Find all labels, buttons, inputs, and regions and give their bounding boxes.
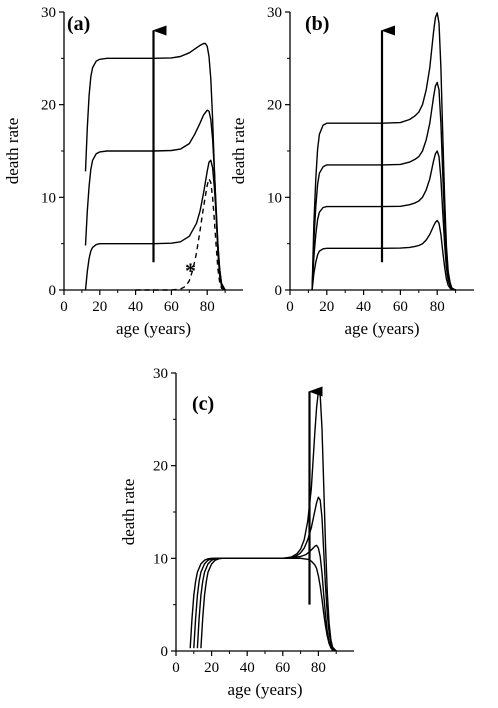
series-line <box>311 150 456 291</box>
x-tick-label: 20 <box>319 299 334 315</box>
chart-panel-a: 0 20 40 60 80 0 10 20 30 (a) age (years) death rate <box>3 5 243 338</box>
series-line-dashed <box>135 178 226 291</box>
y-tick-label: 0 <box>161 644 169 660</box>
y-axis-label: death rate <box>229 118 248 185</box>
y-tick-label: 10 <box>267 190 282 206</box>
y-tick-label: 10 <box>153 551 168 567</box>
y-tick-label: 0 <box>49 283 57 299</box>
y-axis-label: death rate <box>3 118 22 185</box>
y-axis-label: death rate <box>119 479 138 546</box>
series-line <box>311 12 456 291</box>
panel-label: (c) <box>192 393 214 415</box>
x-tick-label: 0 <box>172 660 180 676</box>
x-tick-label: 20 <box>92 299 107 315</box>
chart-panel-c: 0 20 40 60 80 0 10 20 30 (c) age (years) death rate <box>119 366 354 699</box>
x-tick-label: 80 <box>200 299 215 315</box>
y-tick-label: 20 <box>41 98 56 114</box>
y-tick-label: 30 <box>153 366 168 382</box>
series-line <box>84 42 226 291</box>
x-tick-label: 40 <box>356 299 371 315</box>
x-tick-label: 60 <box>275 660 290 676</box>
series-line <box>311 81 456 291</box>
y-tick-label: 0 <box>275 283 283 299</box>
series-line <box>189 557 337 652</box>
x-tick-label: 40 <box>240 660 255 676</box>
series-line <box>200 390 337 652</box>
y-tick-label: 30 <box>41 5 56 21</box>
x-tick-label: 80 <box>311 660 326 676</box>
x-tick-label: 20 <box>204 660 219 676</box>
x-axis-label: age (years) <box>344 319 419 338</box>
series-line <box>193 544 337 652</box>
series-line <box>311 219 456 291</box>
x-axis-label: age (years) <box>116 319 191 338</box>
x-tick-label: 40 <box>128 299 143 315</box>
panel-label: (a) <box>67 13 90 35</box>
y-tick-label: 30 <box>267 5 282 21</box>
x-tick-label: 0 <box>286 299 294 315</box>
x-tick-label: 80 <box>430 299 445 315</box>
x-axis-label: age (years) <box>227 680 302 699</box>
annotation-asterisk: * <box>185 258 196 283</box>
series-line <box>196 496 337 652</box>
x-tick-label: 60 <box>164 299 179 315</box>
panel-label: (b) <box>305 13 329 35</box>
chart-panel-b: 0 20 40 60 80 0 10 20 30 (b) age (years) death rate <box>229 5 474 338</box>
y-tick-label: 20 <box>267 98 282 114</box>
series-line <box>84 159 226 291</box>
x-tick-label: 0 <box>60 299 68 315</box>
y-tick-label: 10 <box>41 190 56 206</box>
x-tick-label: 60 <box>393 299 408 315</box>
y-tick-label: 20 <box>153 459 168 475</box>
